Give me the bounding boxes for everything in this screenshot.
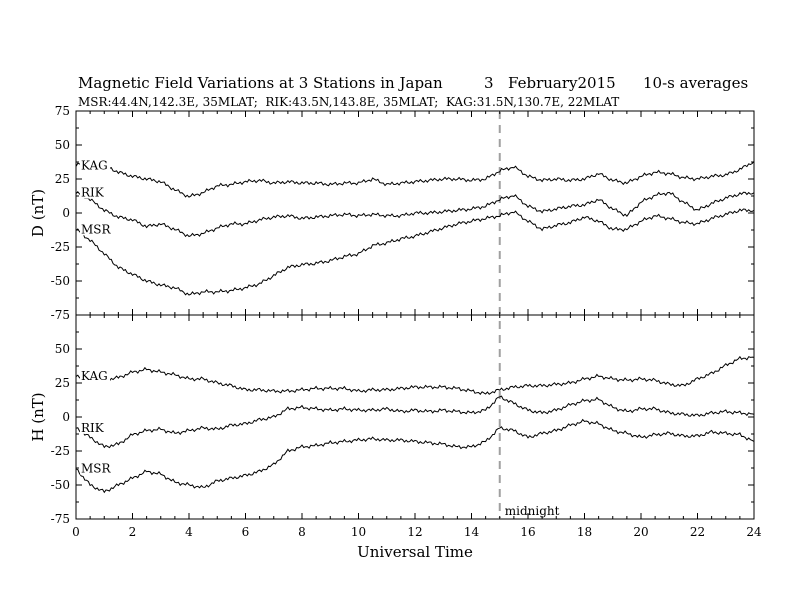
y-tick-label: 25 <box>55 172 70 186</box>
series-label-bg <box>80 369 110 383</box>
x-tick-label: 8 <box>298 525 306 539</box>
x-tick-label: 2 <box>129 525 137 539</box>
y-tick-label: -50 <box>51 478 70 492</box>
y-tick-label: -25 <box>51 240 70 254</box>
y-tick-label: -75 <box>51 308 70 322</box>
series-line-msr <box>75 418 755 494</box>
d-panel-y-axis-title: D (nT) <box>29 189 47 237</box>
x-tick-label: 6 <box>242 525 250 539</box>
series-label-bg <box>80 222 110 236</box>
series-label-bg <box>80 420 110 434</box>
x-tick-label: 18 <box>577 525 592 539</box>
x-tick-label: 4 <box>185 525 193 539</box>
x-tick-label: 10 <box>351 525 366 539</box>
x-tick-label: 0 <box>72 525 80 539</box>
x-tick-label: 16 <box>520 525 535 539</box>
y-tick-label: 25 <box>55 376 70 390</box>
chart-stations-line: MSR:44.4N,142.3E, 35MLAT; RIK:43.5N,143.… <box>78 95 619 109</box>
h-panel-y-axis-title: H (nT) <box>29 392 47 441</box>
series-label-bg <box>80 185 110 199</box>
y-tick-label: 50 <box>55 342 70 356</box>
series-label-bg <box>80 461 110 475</box>
series-label-kag: KAG <box>81 369 108 383</box>
y-tick-label: -75 <box>51 512 70 526</box>
x-tick-label: 24 <box>746 525 762 539</box>
midnight-label: midnight <box>505 504 560 518</box>
y-tick-label: 0 <box>62 206 70 220</box>
x-axis-title: Universal Time <box>357 543 473 561</box>
chart-date-month-year: February2015 <box>508 74 616 92</box>
series-line-kag <box>75 355 755 395</box>
axis-labels: 0 2 4 6 8 10 12 14 16 18 20 22 247550250-25-50-75KAG… <box>51 104 762 539</box>
series-label-msr: MSR <box>81 222 112 236</box>
y-tick-label: 75 <box>55 104 70 118</box>
series-line-msr <box>75 208 755 296</box>
series-label-rik: RIK <box>81 186 105 200</box>
series-line-kag <box>75 159 755 198</box>
h-panel-frame <box>75 314 755 520</box>
y-tick-label: -25 <box>51 444 70 458</box>
y-tick-label: -50 <box>51 274 70 288</box>
series-line-rik <box>75 191 755 238</box>
series-label-kag: KAG <box>81 158 108 172</box>
series-label-msr: MSR <box>81 462 112 476</box>
series-label-rik: RIK <box>81 421 105 435</box>
x-tick-label: 12 <box>407 525 422 539</box>
series-line-rik <box>75 395 755 449</box>
y-tick-label: 0 <box>62 410 70 424</box>
chart-title: Magnetic Field Variations at 3 Stations … <box>78 74 443 92</box>
chart-averaging: 10-s averages <box>643 74 748 92</box>
x-tick-label: 20 <box>633 525 648 539</box>
x-tick-label: 22 <box>690 525 705 539</box>
x-tick-label: 14 <box>464 525 480 539</box>
y-tick-label: 50 <box>55 138 70 152</box>
chart-date-day: 3 <box>484 74 494 92</box>
data-series <box>75 158 755 494</box>
axis-ticks <box>75 110 755 520</box>
series-label-bg <box>80 158 110 172</box>
